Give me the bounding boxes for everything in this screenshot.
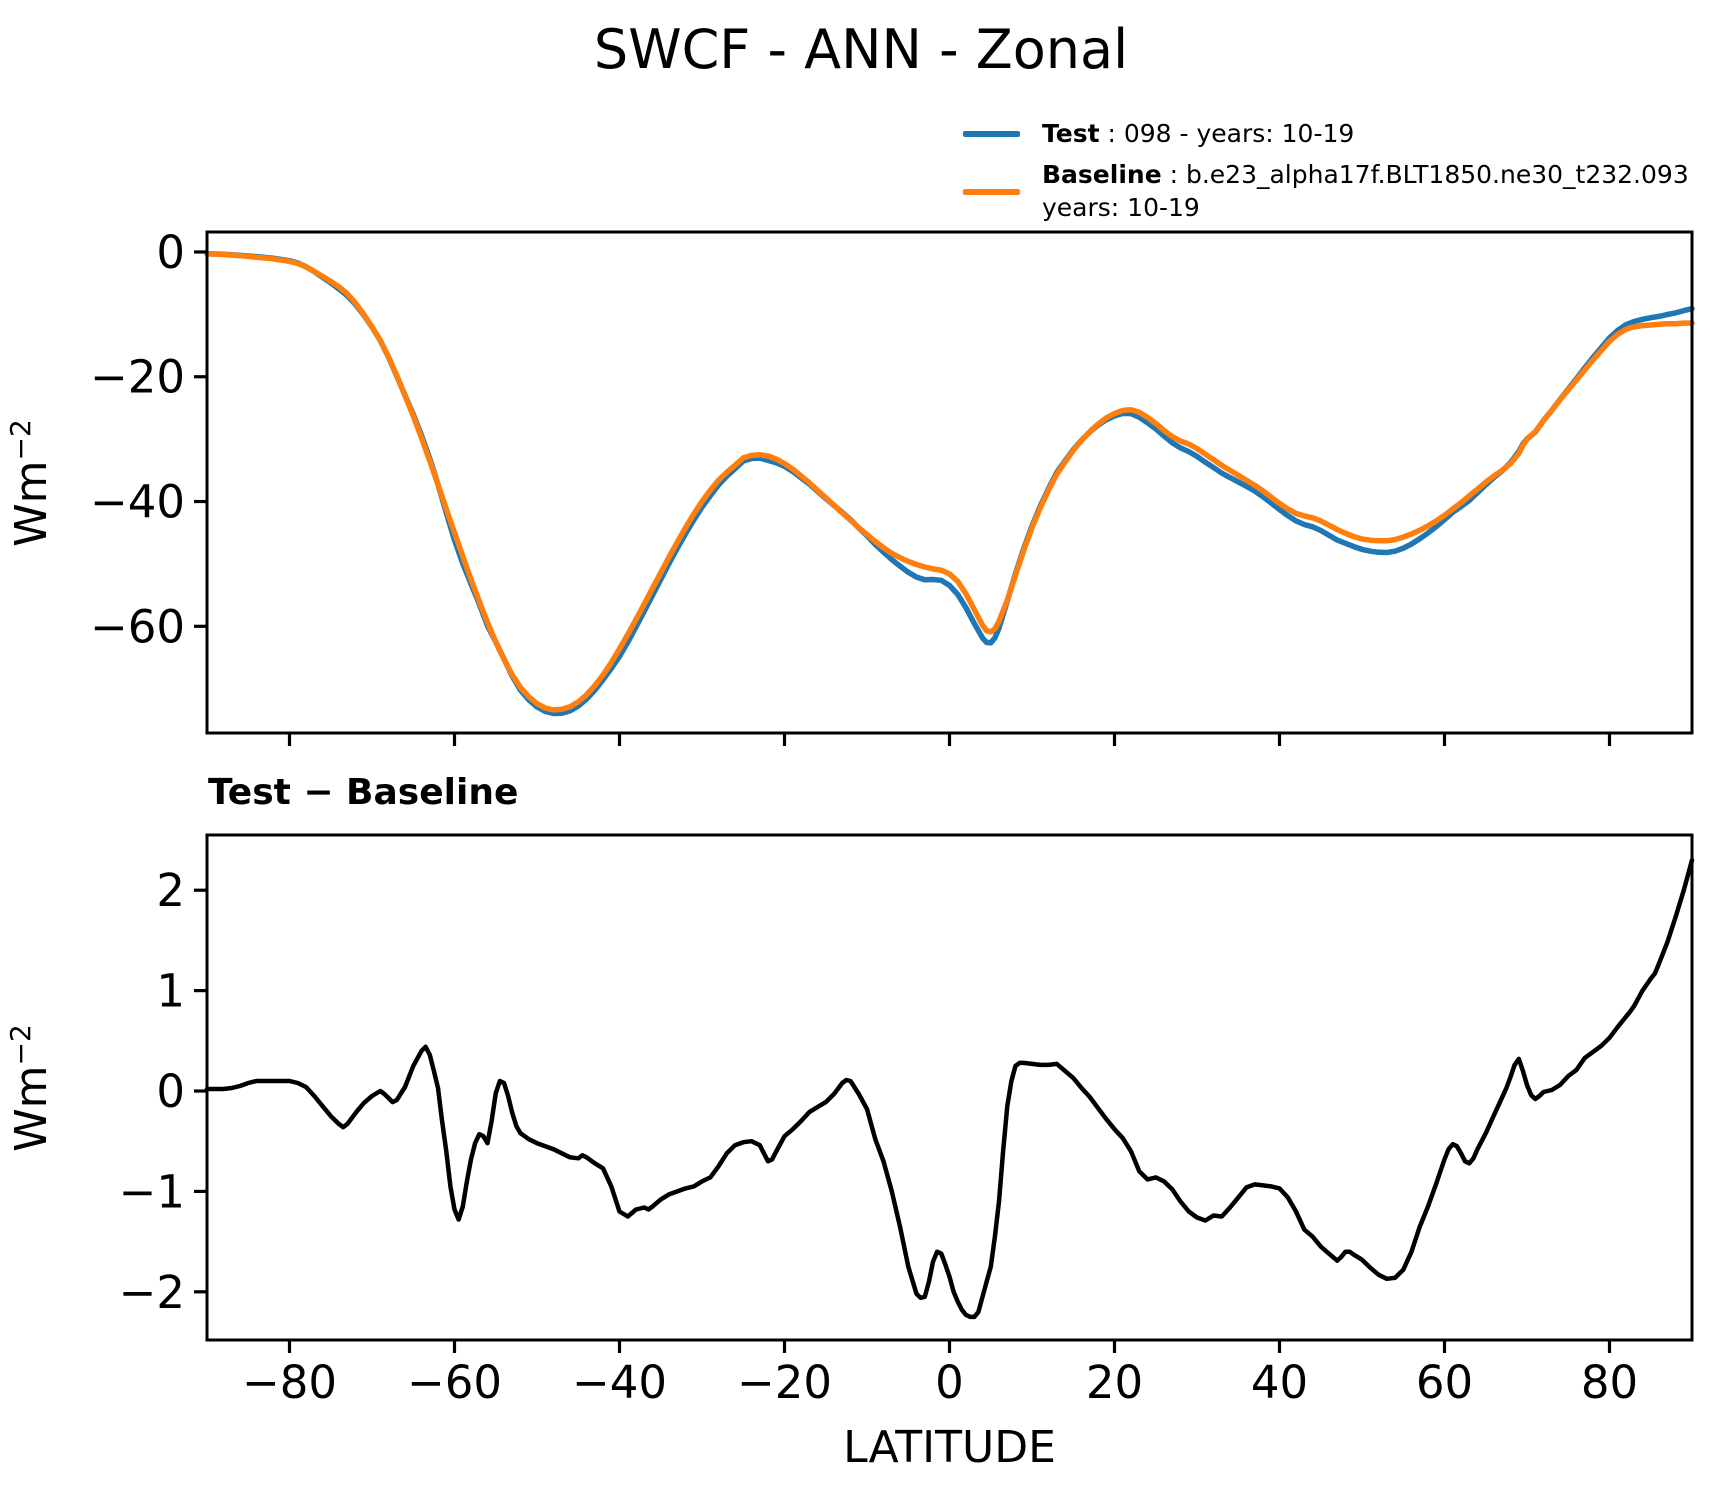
legend-baseline-years: years: 10-19 — [1042, 193, 1200, 222]
bottom-panel-x-tick-label: −60 — [407, 1356, 502, 1409]
legend-test-detail: : 098 - years: 10-19 — [1099, 119, 1355, 148]
bottom-panel-y-tick-label: 2 — [156, 864, 185, 917]
bottom-panel-series-test-baseline — [204, 857, 1695, 1320]
legend-baseline-swatch — [963, 189, 1020, 195]
bottom-panel-y-tick-label: 0 — [156, 1065, 185, 1118]
difference-panel-title: Test − Baseline — [208, 772, 519, 813]
bottom-panel-x-tick-label: 20 — [1086, 1356, 1143, 1409]
bottom-panel-x-tick-label: 0 — [935, 1356, 964, 1409]
chart-title: SWCF - ANN - Zonal — [593, 18, 1129, 81]
legend-baseline-label: Baseline — [1042, 160, 1162, 189]
top-panel-y-axis-label: Wm−2 — [4, 419, 57, 547]
bottom-panel-y-tick-label: −2 — [119, 1266, 185, 1319]
top-panel-y-tick-label: −60 — [90, 600, 185, 653]
bottom-panel-y-axis-label: Wm−2 — [4, 1024, 57, 1152]
legend-test-swatch — [963, 131, 1020, 137]
legend-test-label: Test — [1042, 119, 1100, 148]
top-panel-y-tick-label: −40 — [90, 476, 185, 529]
top-panel-spines — [205, 230, 1694, 735]
bottom-panel-x-tick-label: 60 — [1416, 1356, 1473, 1409]
bottom-panel-spines — [205, 833, 1694, 1342]
top-panel-series-baseline — [204, 251, 1695, 713]
bottom-panel-y-tick-label: 1 — [156, 965, 185, 1018]
top-panel-y-tick-label: 0 — [156, 226, 185, 279]
bottom-panel-y-tick-label: −1 — [119, 1165, 185, 1218]
bottom-panel-x-tick-label: −20 — [737, 1356, 832, 1409]
bottom-panel-x-tick-label: −80 — [242, 1356, 337, 1409]
legend-baseline-entry: Baseline : b.e23_alpha17f.BLT1850.ne30_t… — [1042, 158, 1689, 224]
legend-test-entry: Test : 098 - years: 10-19 — [1042, 117, 1354, 150]
bottom-panel-x-tick-label: −40 — [572, 1356, 667, 1409]
bottom-panel-x-tick-label: 80 — [1581, 1356, 1638, 1409]
bottom-panel-x-axis-label: LATITUDE — [843, 1422, 1056, 1473]
bottom-panel-x-tick-label: 40 — [1251, 1356, 1308, 1409]
top-panel-y-tick-label: −20 — [90, 351, 185, 404]
legend-baseline-detail: : b.e23_alpha17f.BLT1850.ne30_t232.093 — [1161, 160, 1689, 189]
top-panel-series-test — [204, 250, 1695, 717]
